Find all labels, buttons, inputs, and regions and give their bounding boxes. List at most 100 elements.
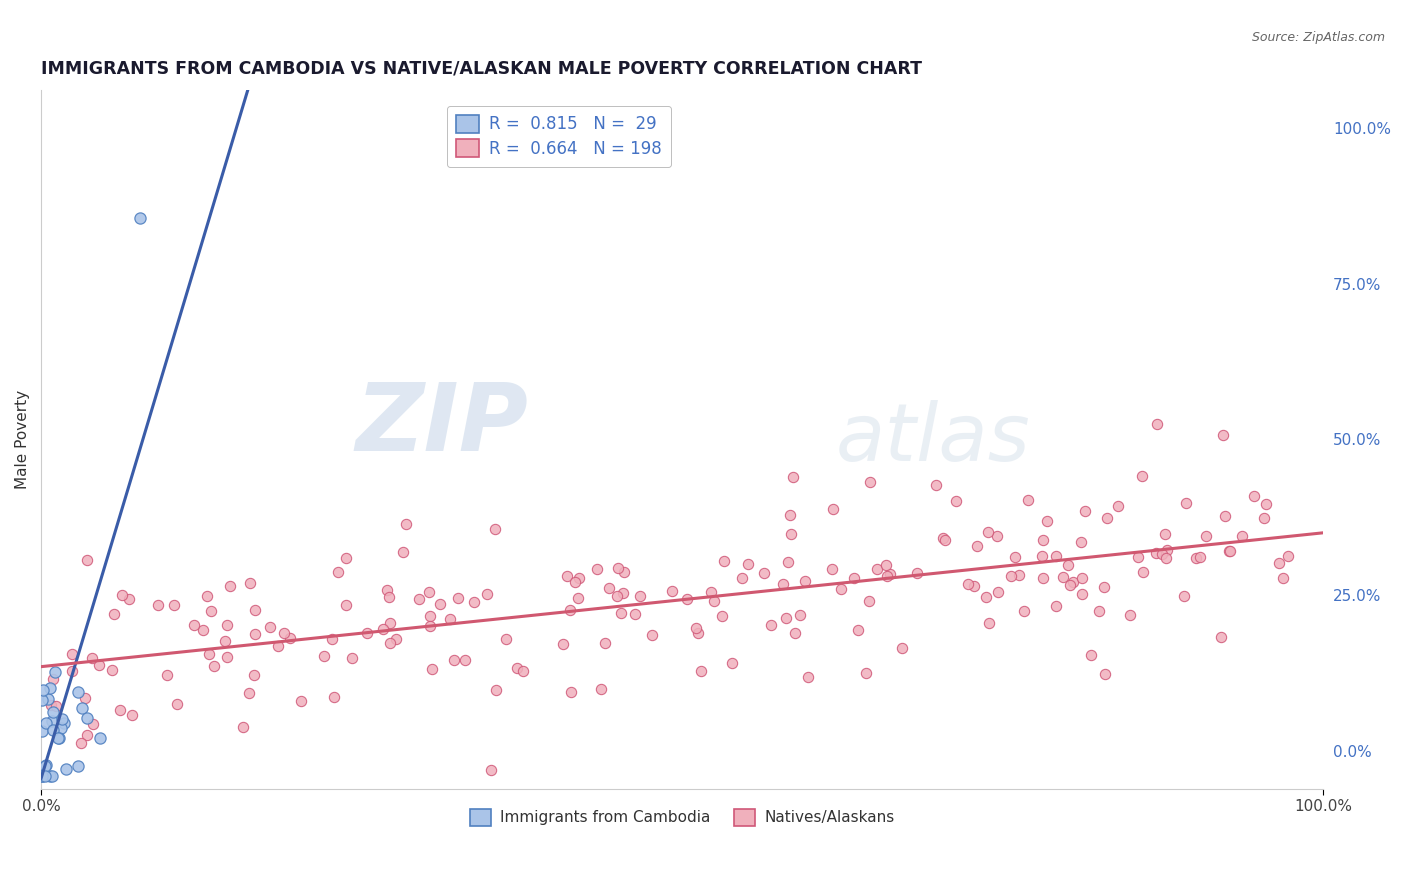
Point [87,657,110,672]
Point [855,666,877,681]
Point [974,590,997,604]
Point [1277,549,1299,564]
Point [1173,589,1195,603]
Point [628,589,651,603]
Point [128,211,150,225]
Point [34,769,56,783]
Point [215,617,238,632]
Point [67,759,90,773]
Point [796,670,818,684]
Point [721,656,744,670]
Point [1092,580,1115,594]
Point [1045,549,1067,563]
Point [41,769,63,783]
Point [484,523,506,537]
Point [163,598,186,612]
Point [821,562,844,576]
Text: atlas: atlas [837,401,1031,478]
Point [775,611,797,625]
Point [1031,533,1053,547]
Point [82,650,104,665]
Point [607,561,630,575]
Point [232,720,254,734]
Point [1080,648,1102,662]
Point [675,591,697,606]
Point [420,662,443,676]
Point [200,604,222,618]
Point [589,681,612,696]
Point [711,608,734,623]
Point [1062,575,1084,590]
Point [785,626,807,640]
Point [375,583,398,598]
Point [1004,550,1026,565]
Point [219,579,242,593]
Point [866,562,889,576]
Point [593,636,616,650]
Point [111,588,134,602]
Point [384,632,406,647]
Point [429,597,451,611]
Point [977,524,1000,539]
Point [558,603,581,617]
Point [443,653,465,667]
Point [273,625,295,640]
Point [567,591,589,606]
Point [1156,550,1178,565]
Point [1213,508,1236,523]
Point [1070,535,1092,549]
Point [1189,550,1212,565]
Point [42,706,65,720]
Point [966,539,988,553]
Point [1230,529,1253,543]
Point [31,769,53,783]
Point [76,728,98,742]
Point [290,693,312,707]
Point [858,593,880,607]
Point [1074,504,1097,518]
Point [51,712,73,726]
Point [779,527,801,541]
Point [641,628,664,642]
Point [39,681,62,695]
Point [1243,489,1265,503]
Point [945,493,967,508]
Point [239,576,262,591]
Point [1146,417,1168,431]
Point [323,690,346,704]
Point [612,586,634,600]
Point [46,731,69,745]
Point [821,502,844,516]
Point [380,636,402,650]
Point [49,721,72,735]
Point [794,574,817,588]
Point [55,763,77,777]
Point [419,619,441,633]
Point [1130,468,1153,483]
Point [485,683,508,698]
Point [335,598,357,612]
Point [553,637,575,651]
Point [1152,547,1174,561]
Point [335,551,357,566]
Text: ZIP: ZIP [356,379,529,472]
Point [1008,567,1031,582]
Point [956,577,979,591]
Point [41,673,63,687]
Point [121,707,143,722]
Point [891,640,914,655]
Point [977,615,1000,630]
Point [41,723,63,737]
Point [848,623,870,637]
Point [905,566,928,580]
Point [1032,571,1054,585]
Point [41,698,63,712]
Point [378,590,401,604]
Point [1087,604,1109,618]
Point [53,715,76,730]
Point [495,632,517,646]
Point [688,625,710,640]
Point [312,648,335,663]
Point [76,553,98,567]
Point [32,683,55,698]
